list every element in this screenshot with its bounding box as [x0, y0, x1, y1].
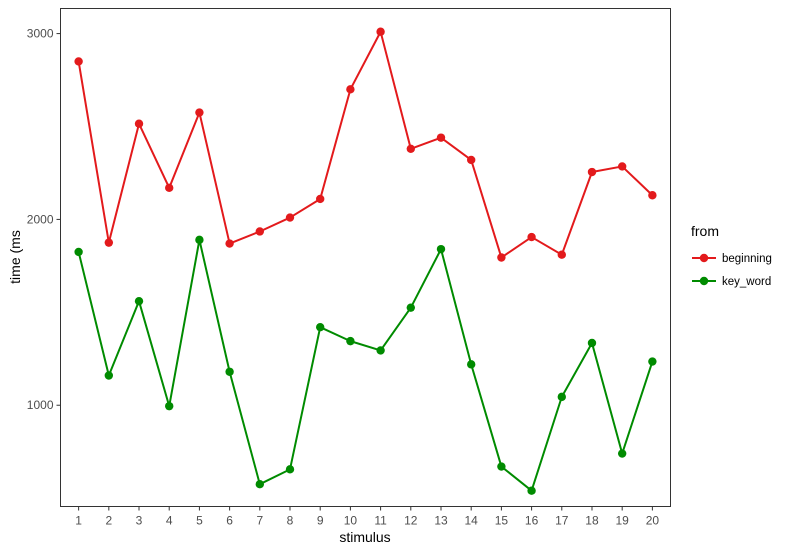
x-tick-label: 6 [226, 514, 233, 528]
legend-label: beginning [722, 253, 772, 265]
legend: from beginning key_word [691, 223, 772, 288]
data-point [346, 336, 355, 346]
x-tick-label: 4 [166, 514, 173, 528]
data-point [134, 119, 144, 128]
y-axis: 1000 2000 3000 [27, 27, 61, 412]
x-tick-label: 17 [555, 514, 569, 528]
x-tick-label: 2 [105, 514, 112, 528]
data-point [376, 27, 385, 36]
data-point [527, 486, 536, 495]
data-point [587, 167, 597, 177]
y-tick-label: 3000 [27, 27, 54, 41]
x-tick-label: 7 [256, 514, 263, 528]
y-tick-label: 2000 [27, 212, 54, 226]
data-point [376, 346, 385, 355]
data-point [316, 322, 325, 332]
data-point [557, 392, 566, 402]
x-tick-label: 5 [196, 514, 203, 528]
legend-item: key_word [692, 276, 771, 288]
data-point [255, 227, 265, 236]
data-point [225, 367, 234, 376]
x-axis-title: stimulus [339, 529, 390, 545]
y-tick-label: 1000 [27, 398, 54, 412]
data-point [497, 462, 506, 471]
x-tick-label: 16 [525, 514, 539, 528]
data-point [648, 357, 657, 366]
x-tick-label: 14 [465, 514, 479, 528]
legend-title: from [691, 223, 719, 239]
series-line [77, 30, 654, 259]
data-point [466, 360, 476, 369]
data-point [557, 250, 566, 259]
x-tick-label: 18 [585, 514, 599, 528]
data-point [436, 133, 446, 142]
data-point [104, 238, 114, 247]
data-point [436, 244, 446, 254]
x-tick-label: 9 [317, 514, 324, 528]
x-tick-label: 12 [404, 514, 418, 528]
data-point [617, 449, 627, 458]
x-axis: 1 2 3 4 5 6 7 8 9 10 11 12 13 14 15 16 17 18 19 20 [75, 506, 660, 528]
x-tick-label: 20 [646, 514, 660, 528]
legend-key-point [699, 253, 709, 263]
x-tick-label: 8 [287, 514, 294, 528]
plot-panel-border [60, 8, 671, 507]
data-point [165, 401, 174, 411]
x-tick-label: 1 [75, 514, 82, 528]
data-point [285, 213, 295, 222]
data-point [497, 253, 506, 262]
y-axis-title: time (ms [7, 230, 23, 284]
series-layer [74, 27, 657, 495]
series-beginning [74, 27, 657, 262]
data-point [406, 144, 415, 153]
data-point [346, 85, 355, 94]
data-point [165, 183, 174, 193]
data-point [104, 371, 114, 380]
x-tick-label: 11 [374, 514, 387, 528]
x-tick-label: 3 [136, 514, 143, 528]
data-point [195, 108, 204, 117]
data-point [406, 303, 415, 312]
legend-key-point [699, 276, 709, 286]
x-tick-label: 15 [495, 514, 509, 528]
series-line [77, 238, 654, 492]
data-point [587, 338, 597, 348]
series-key_word [74, 235, 657, 495]
data-point [648, 191, 657, 200]
data-point [74, 57, 83, 66]
legend-label: key_word [722, 276, 771, 288]
legend-item: beginning [692, 253, 772, 265]
data-point [134, 296, 144, 306]
data-point [255, 480, 265, 489]
data-point [527, 232, 536, 242]
data-point [285, 465, 295, 474]
data-point [195, 235, 204, 245]
data-point [74, 247, 83, 257]
data-point [316, 194, 325, 204]
x-tick-label: 10 [344, 514, 358, 528]
data-point [466, 155, 476, 165]
x-tick-label: 19 [616, 514, 630, 528]
data-point [225, 239, 234, 248]
data-point [617, 162, 627, 171]
x-tick-label: 13 [434, 514, 448, 528]
